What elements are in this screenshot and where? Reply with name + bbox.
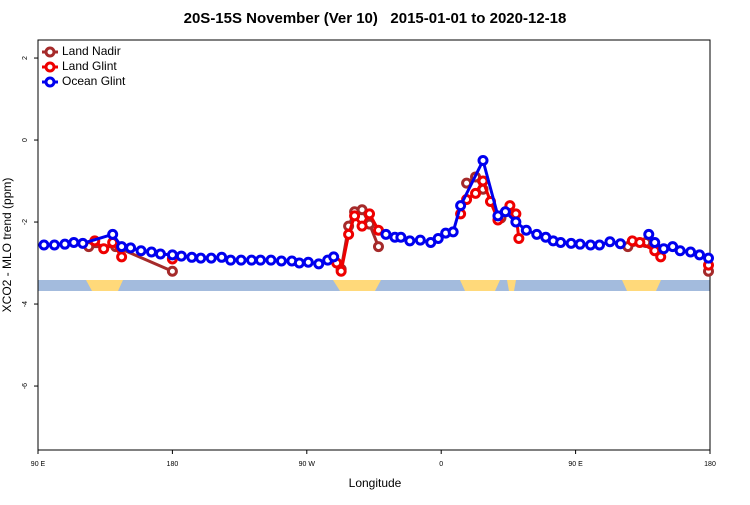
data-point	[328, 251, 340, 263]
data-point	[125, 242, 137, 254]
data-point	[565, 237, 577, 249]
data-point	[116, 241, 128, 253]
data-point	[531, 228, 543, 240]
data-point	[499, 206, 511, 218]
data-point	[145, 246, 157, 258]
y-tick-label: -6	[22, 383, 29, 389]
data-point	[643, 228, 655, 240]
legend-label: Land Nadir	[62, 44, 121, 58]
legend-label: Ocean Glint	[62, 74, 126, 88]
x-axis-label: Longitude	[349, 476, 402, 490]
data-point	[98, 243, 110, 255]
data-point	[59, 238, 71, 250]
data-point	[614, 238, 626, 250]
data-point	[166, 249, 178, 261]
data-point	[265, 254, 277, 266]
data-point	[235, 254, 247, 266]
data-point	[48, 239, 60, 251]
data-point	[574, 238, 586, 250]
data-point	[510, 216, 522, 228]
data-point	[520, 224, 532, 236]
data-point	[302, 256, 314, 268]
data-point	[634, 237, 646, 249]
data-point	[116, 251, 128, 263]
data-point	[694, 249, 706, 261]
data-point	[555, 237, 567, 249]
data-point	[477, 155, 489, 167]
data-point	[255, 254, 267, 266]
data-point	[658, 243, 670, 255]
data-point	[593, 239, 605, 251]
data-point	[349, 210, 361, 222]
data-point	[135, 245, 147, 257]
x-tick-label: 180	[167, 461, 179, 468]
x-tick-label: 90 E	[568, 461, 583, 468]
series-line	[385, 156, 621, 247]
data-point	[470, 187, 482, 199]
data-point	[513, 232, 525, 244]
plot-frame	[37, 39, 711, 451]
y-axis-label: XCO2 - MLO trend (ppm)	[0, 178, 14, 313]
data-point	[364, 208, 376, 220]
y-tick-label: 2	[22, 56, 29, 60]
data-point	[154, 248, 166, 260]
data-point	[195, 252, 207, 264]
x-tick-label: 0	[439, 461, 443, 468]
data-point	[68, 237, 80, 249]
data-point	[225, 254, 237, 266]
data-point	[246, 254, 258, 266]
legend-label: Land Glint	[62, 59, 117, 73]
y-tick-label: -4	[22, 301, 29, 307]
legend-marker	[44, 61, 56, 73]
data-point	[447, 226, 459, 238]
x-tick-label: 90 E	[31, 461, 46, 468]
legend-marker	[44, 76, 56, 88]
data-point	[216, 251, 228, 263]
data-point	[477, 175, 489, 187]
data-point	[335, 265, 347, 277]
data-point	[674, 245, 686, 257]
data-point	[380, 228, 392, 240]
surface-strip	[38, 280, 710, 291]
data-point	[205, 252, 217, 264]
data-point	[703, 252, 715, 264]
data-point	[372, 241, 384, 253]
data-point	[432, 232, 444, 244]
data-point	[649, 237, 661, 249]
x-tick-label: 90 W	[299, 461, 316, 468]
data-point	[685, 246, 697, 258]
data-point	[585, 239, 597, 251]
data-point	[313, 258, 325, 270]
x-tick-label: 180	[704, 461, 716, 468]
data-point	[395, 231, 407, 243]
legend-marker	[44, 46, 56, 58]
y-tick-label: -2	[22, 219, 29, 225]
data-point	[414, 234, 426, 246]
data-point	[404, 235, 416, 247]
data-point	[356, 220, 368, 232]
data-point	[275, 255, 287, 267]
data-point	[38, 239, 50, 251]
data-point	[77, 237, 89, 249]
data-point	[166, 265, 178, 277]
data-point	[186, 251, 198, 263]
data-point	[604, 236, 616, 248]
chart-title: 20S-15S November (Ver 10) 2015-01-01 to …	[184, 10, 567, 27]
data-point	[343, 228, 355, 240]
data-point	[293, 257, 305, 269]
data-point	[175, 250, 187, 262]
y-tick-label: 0	[22, 138, 29, 142]
data-point	[107, 228, 119, 240]
data-point	[455, 200, 467, 212]
